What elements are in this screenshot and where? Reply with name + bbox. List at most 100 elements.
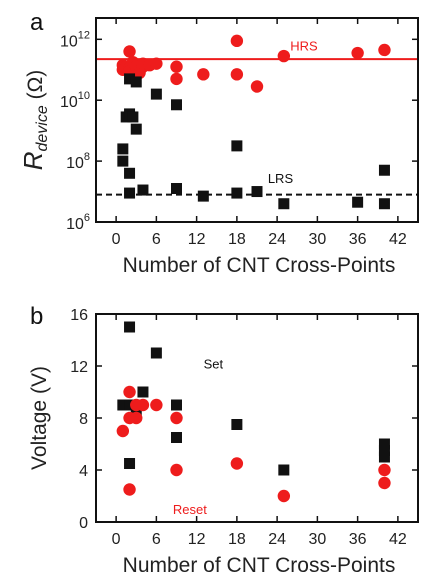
x-tick-label-b: 12 (188, 531, 206, 548)
x-tick-label-a: 0 (112, 231, 121, 248)
x-tick-label-b: 6 (152, 531, 161, 548)
set-point (124, 321, 136, 333)
lrs-point (117, 155, 129, 167)
x-tick-label-b: 18 (228, 531, 246, 548)
lrs-point (137, 184, 149, 196)
set-point (124, 399, 136, 411)
y-tick-label-a: 106 (66, 212, 90, 233)
hrs-point (277, 49, 291, 63)
set-point (378, 451, 390, 463)
lrs-point (171, 183, 182, 195)
lrs-point (352, 196, 364, 208)
reset-point (150, 398, 163, 412)
data-points-b (116, 321, 391, 503)
x-tick-label-a: 18 (228, 231, 246, 248)
plot-frame-b (95, 313, 419, 523)
reset-point (170, 411, 183, 425)
x-tick-label-a: 42 (389, 231, 407, 248)
lrs-point (130, 76, 142, 88)
panel-letter-b: b (30, 303, 43, 330)
hrs-point (150, 57, 163, 70)
lrs-point (124, 187, 136, 199)
x-tick-label-a: 12 (188, 231, 206, 248)
x-axis-label-b: Number of CNT Cross-Points (123, 554, 396, 577)
lrs-point (117, 143, 129, 155)
y-axis-label-text-a: Rdevice (Ω) (18, 70, 51, 171)
hrs-point (230, 68, 244, 81)
y-tick-label-a: 1012 (60, 29, 90, 50)
plot-frame-a (95, 17, 419, 223)
axis-ticks-b: 0 6 12 18 24 30 36 42 0 4 8 12 16 (70, 307, 418, 548)
reset-point (123, 483, 136, 496)
hrs-point (123, 45, 136, 58)
lrs-point (171, 99, 182, 111)
x-tick-label-b: 24 (268, 531, 286, 548)
set-point (378, 445, 390, 456)
lrs-point (124, 167, 136, 179)
reset-point (116, 424, 130, 438)
set-point (124, 458, 136, 469)
y-tick-label-a: 108 (66, 151, 90, 172)
reset-point (230, 457, 244, 470)
x-tick-label-a: 36 (349, 231, 367, 248)
x-tick-label-a: 30 (308, 231, 326, 248)
hrs-point (230, 34, 244, 48)
set-point (378, 438, 390, 450)
y-axis-label-a: Rdevice (Ω) (18, 70, 51, 171)
annotation-set: Set (204, 356, 224, 371)
set-point (117, 399, 129, 411)
reset-point (130, 411, 143, 425)
x-tick-label-a: 6 (152, 231, 161, 248)
annotation-lrs: LRS (268, 171, 294, 186)
lrs-point (197, 190, 209, 202)
hrs-point (170, 72, 183, 86)
lrs-point (378, 164, 390, 176)
panel-letter-a: a (30, 9, 44, 36)
set-point (130, 406, 142, 417)
reset-point (277, 489, 291, 503)
y-tick-label-b: 0 (79, 515, 88, 532)
y-tick-label-b: 12 (70, 359, 88, 376)
lrs-point (278, 198, 290, 210)
set-point (137, 386, 149, 398)
y-tick-label-b: 4 (79, 463, 88, 480)
panel-b: b Voltage (V) 0 6 12 18 24 30 36 42 0 4 8 12 16 Set R… (28, 303, 419, 577)
annotations-a: HRS LRS (268, 38, 318, 185)
set-point (150, 347, 162, 359)
lrs-point (378, 198, 390, 210)
y-tick-label-b: 16 (70, 307, 88, 324)
lrs-point (251, 186, 263, 198)
x-tick-label-b: 36 (349, 531, 367, 548)
hrs-point (351, 46, 364, 60)
lrs-point (124, 73, 136, 85)
reset-point (170, 463, 183, 477)
lrs-point (150, 88, 162, 100)
set-point (231, 419, 243, 430)
hrs-point (250, 80, 264, 93)
x-tick-label-a: 24 (268, 231, 286, 248)
lrs-point (127, 111, 139, 123)
lrs-point (231, 187, 243, 199)
reset-point (136, 398, 150, 412)
x-tick-label-b: 30 (308, 531, 326, 548)
annotation-reset: Reset (173, 502, 207, 517)
set-point (171, 432, 182, 443)
reset-point (378, 463, 391, 477)
panel-a: a Rdevice (Ω) 0 6 12 18 24 30 36 42 106 108 1010 10… (18, 9, 419, 277)
x-axis-label-a: Number of CNT Cross-Points (123, 254, 396, 277)
hrs-point (170, 60, 183, 73)
reference-lines-a (96, 58, 418, 196)
data-points-a (116, 34, 391, 210)
y-tick-label-b: 8 (79, 411, 88, 428)
set-point (171, 399, 182, 411)
hrs-point (197, 68, 210, 81)
hrs-point (378, 43, 391, 57)
reset-point (123, 385, 136, 399)
reset-point (378, 476, 391, 490)
axis-ticks-a: 0 6 12 18 24 30 36 42 106 108 1010 1012 (60, 18, 418, 248)
annotation-hrs: HRS (290, 38, 318, 53)
lrs-point (231, 140, 243, 152)
set-point (278, 464, 290, 476)
x-tick-label-b: 0 (112, 531, 121, 548)
